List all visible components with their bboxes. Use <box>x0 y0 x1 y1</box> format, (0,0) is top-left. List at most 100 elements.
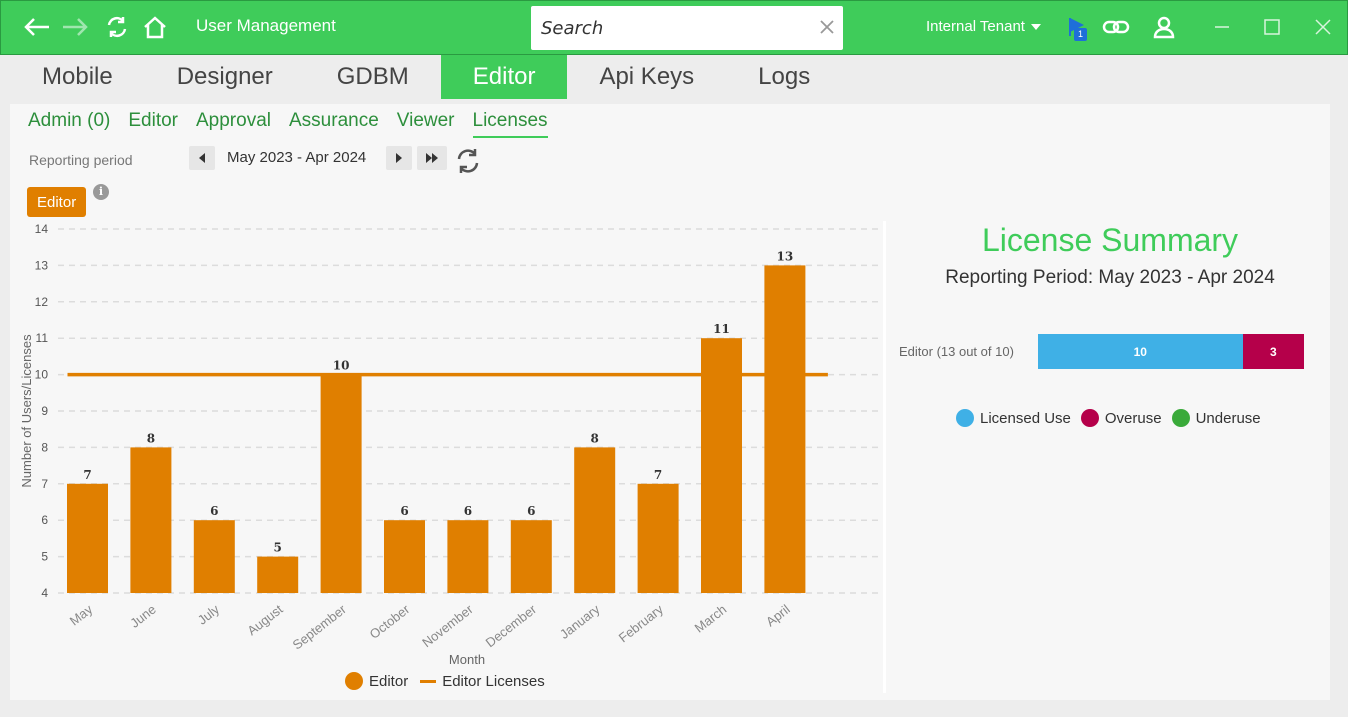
chart-svg: 4 5 6 7 8 9 10 11 12 13 14 Number of Users/Licenses… <box>19 222 878 667</box>
x-tick-label: March <box>692 602 730 636</box>
tenant-label: Internal Tenant <box>926 18 1025 35</box>
bar[interactable] <box>257 556 299 593</box>
summary-row-label: Editor (13 out of 10) <box>899 344 1014 359</box>
legend-label-editor: Editor <box>369 672 409 690</box>
subtab-viewer[interactable]: Viewer <box>396 110 455 131</box>
overuse-swatch <box>1080 409 1099 427</box>
home-icon[interactable] <box>141 13 169 41</box>
close-icon[interactable] <box>1309 13 1337 41</box>
link-icon[interactable] <box>1102 13 1130 41</box>
search-input[interactable] <box>539 15 809 41</box>
bar-value-label: 7 <box>654 468 662 482</box>
user-icon[interactable] <box>1150 13 1178 41</box>
bar[interactable] <box>384 520 425 593</box>
x-tick-label: January <box>557 601 603 642</box>
bar-value-label: 6 <box>464 504 472 518</box>
tab-gdbm[interactable]: GDBM <box>336 63 409 90</box>
licensed-use-swatch <box>956 409 974 427</box>
legend-item-editor[interactable]: Editor <box>345 672 408 690</box>
y-tick-label: 13 <box>35 258 49 272</box>
back-arrow-icon[interactable] <box>23 13 51 41</box>
x-tick-label: September <box>290 601 350 652</box>
y-tick-label: 6 <box>41 513 48 527</box>
license-chart: 4 5 6 7 8 9 10 11 12 13 14 Number of Users/Licenses… <box>10 219 890 699</box>
summary-title: License Summary <box>981 222 1239 258</box>
maximize-icon[interactable] <box>1258 13 1286 41</box>
minimize-icon[interactable] <box>1208 13 1236 41</box>
y-tick-label: 9 <box>41 404 48 418</box>
tab-editor[interactable]: Editor <box>440 55 568 99</box>
subtab-editor[interactable]: Editor <box>128 110 178 131</box>
x-tick-label: February <box>616 601 667 645</box>
bar[interactable] <box>574 447 616 593</box>
main-tabs: Mobile Designer GDBM Editor Api Keys Logs <box>10 55 842 99</box>
legend-item-underuse[interactable]: Underuse <box>1171 409 1261 427</box>
underuse-swatch <box>1171 409 1190 427</box>
bar-value-label: 6 <box>210 504 218 518</box>
x-tick-label: October <box>367 601 413 642</box>
subtab-approval[interactable]: Approval <box>196 110 271 131</box>
panel-divider <box>883 221 886 693</box>
tab-logs[interactable]: Logs <box>758 63 811 90</box>
tab-api-keys[interactable]: Api Keys <box>599 63 695 90</box>
bar[interactable] <box>447 520 489 593</box>
licensed-use-segment[interactable]: 10 <box>1038 334 1243 369</box>
y-tick-label: 10 <box>35 368 49 382</box>
bar-value-label: 7 <box>83 468 91 482</box>
legend-item-overuse[interactable]: Overuse <box>1080 409 1162 427</box>
bar[interactable] <box>193 520 235 593</box>
editor-role-button[interactable]: Editor <box>27 187 87 217</box>
bar[interactable] <box>320 374 362 593</box>
bar[interactable] <box>637 483 679 593</box>
x-axis-label: Month <box>449 652 485 667</box>
chevron-down-icon <box>1030 24 1041 31</box>
overuse-segment[interactable]: 3 <box>1242 334 1304 369</box>
flag-icon[interactable] <box>1063 13 1091 41</box>
x-tick-label: November <box>419 601 476 650</box>
caret-right-icon <box>396 153 402 163</box>
bar[interactable] <box>701 338 742 593</box>
x-tick-label: April <box>763 601 793 629</box>
legend-label-overuse: Overuse <box>1104 409 1162 427</box>
refresh-icon[interactable] <box>103 13 131 41</box>
subtab-admin[interactable]: Admin (0) <box>28 110 111 131</box>
tab-mobile[interactable]: Mobile <box>42 63 113 90</box>
next-period-button[interactable] <box>386 146 412 170</box>
y-tick-label: 11 <box>36 331 49 345</box>
bar[interactable] <box>510 520 552 593</box>
x-tick-label: May <box>67 601 96 628</box>
app-title: User Management <box>196 16 336 35</box>
forward-arrow-icon[interactable] <box>61 13 89 41</box>
bar[interactable] <box>764 265 806 593</box>
bar[interactable] <box>67 483 108 593</box>
legend-item-licensed-use[interactable]: Licensed Use <box>956 409 1071 427</box>
refresh-period-icon[interactable] <box>454 147 482 175</box>
search-box <box>531 6 843 50</box>
legend-line-swatch <box>420 679 437 683</box>
clear-search-icon[interactable] <box>817 17 837 37</box>
legend-label-licensed-use: Licensed Use <box>980 409 1071 427</box>
tab-designer[interactable]: Designer <box>176 63 273 90</box>
tenant-dropdown[interactable]: Internal Tenant <box>926 18 1041 35</box>
title-bar: User Management Internal Tenant 1 <box>0 0 1348 55</box>
x-tick-label: August <box>244 601 285 638</box>
double-caret-right-icon <box>426 153 438 163</box>
info-icon[interactable]: i <box>93 184 109 200</box>
bar[interactable] <box>130 447 172 593</box>
legend-item-editor-licenses[interactable]: Editor Licenses <box>420 672 545 690</box>
subtab-licenses[interactable]: Licenses <box>472 110 548 138</box>
y-tick-label: 5 <box>41 550 48 564</box>
y-axis-label: Number of Users/Licenses <box>19 334 34 488</box>
subtab-assurance[interactable]: Assurance <box>289 110 379 131</box>
legend-bar-swatch <box>345 672 363 690</box>
bar-value-label: 6 <box>527 504 535 518</box>
x-tick-label: December <box>483 601 540 650</box>
reporting-period-label: Reporting period <box>29 152 133 168</box>
previous-period-button[interactable] <box>189 146 215 170</box>
legend-label-underuse: Underuse <box>1195 409 1261 427</box>
summary-legend: Licensed Use Overuse Underuse <box>956 409 1261 427</box>
bar-value-label: 11 <box>713 322 730 336</box>
last-period-button[interactable] <box>417 146 447 170</box>
bar-value-label: 6 <box>400 504 408 518</box>
content-panel: Admin (0) Editor Approval Assurance Viewer Li… <box>10 104 1330 700</box>
